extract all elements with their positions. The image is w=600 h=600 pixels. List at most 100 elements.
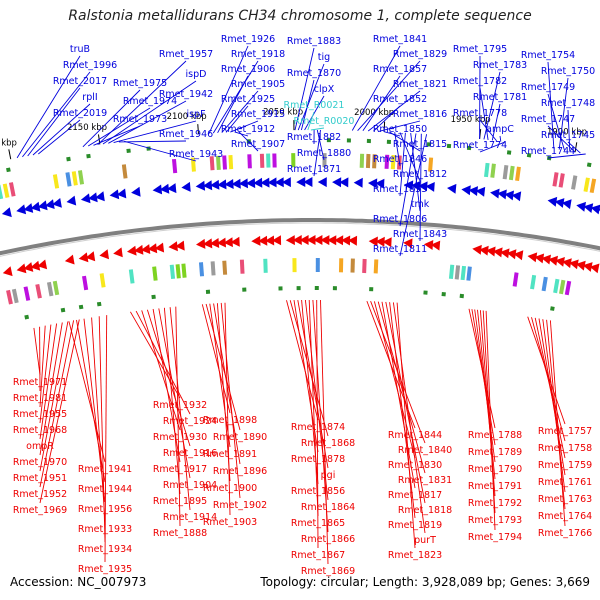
forward-leader-line (22, 71, 91, 158)
reverse-gene-arrow (133, 244, 144, 255)
feature-marker (346, 138, 351, 143)
reverse-gene-arrow (548, 255, 558, 266)
forward-gene-label: Rmet_1852 (373, 94, 427, 105)
reverse-leader-line (39, 320, 75, 488)
forward-leader-line (304, 95, 325, 131)
cog-category-bar (263, 258, 268, 273)
cog-category-bar (571, 175, 578, 190)
reverse-gene-label: Rmet_1766 (538, 528, 592, 539)
reverse-gene-label: Rmet_1891 (203, 449, 257, 460)
forward-gene-arrow (561, 199, 572, 210)
reverse-gene-label: Rmet_1904 (163, 480, 217, 491)
reverse-gene-arrow (37, 259, 48, 270)
reverse-leader-line (135, 310, 191, 415)
cog-category-bar (209, 156, 215, 171)
forward-gene-label: Rmet_1778 (453, 108, 507, 119)
scale-tick-label: 2000 kbp (354, 108, 394, 118)
reverse-gene-arrow (479, 245, 489, 256)
reverse-gene-arrow (555, 257, 565, 267)
cog-category-bar (65, 172, 72, 187)
reverse-gene-arrow (334, 235, 344, 246)
forward-gene-arrow (23, 203, 34, 213)
reverse-gene-arrow (16, 263, 27, 274)
forward-leader-line (399, 134, 428, 257)
forward-gene-arrow (267, 177, 277, 188)
forward-leader-line (230, 120, 259, 133)
reverse-gene-arrow (499, 248, 510, 259)
reverse-gene-arrow (140, 244, 151, 254)
forward-leader-line (357, 60, 421, 132)
reverse-gene-label: Rmet_1981 (13, 393, 67, 404)
forward-gene-label: Rmet_1774 (453, 140, 507, 151)
scale-tick-label: 2200 kbp (0, 139, 17, 149)
forward-leader-line (93, 125, 141, 146)
reverse-leader-line (396, 302, 416, 549)
forward-gene-label: Rmet_1811 (373, 244, 427, 255)
reverse-gene-arrow (216, 237, 226, 248)
reverse-gene-arrow (127, 245, 137, 256)
forward-leader-line (419, 133, 422, 242)
reverse-leader-line (377, 301, 426, 474)
forward-leader-line (373, 105, 401, 132)
reverse-leader-line (289, 300, 329, 437)
forward-gene-label: Rmet_1782 (453, 76, 507, 87)
cog-category-bar (272, 153, 277, 168)
forward-leader-line (410, 133, 421, 212)
forward-gene-arrow (317, 177, 327, 188)
reverse-gene-arrow (175, 240, 185, 251)
forward-gene-label: Rmet_1907 (231, 139, 285, 150)
cog-category-bar (215, 155, 221, 171)
cog-category-bar (52, 280, 60, 296)
forward-gene-arrow (202, 180, 213, 191)
reverse-gene-label: Rmet_1818 (398, 505, 452, 516)
cog-category-bar (583, 177, 590, 192)
reverse-gene-arrow (382, 237, 392, 248)
forward-gene-label: Rmet_1943 (169, 149, 223, 160)
forward-gene-arrow (260, 177, 270, 188)
forward-gene-arrow (339, 177, 349, 188)
reverse-gene-arrow (23, 262, 34, 272)
forward-gene-arrow (159, 183, 170, 194)
cog-category-bar (171, 158, 178, 174)
reverse-gene-label: Rmet_1830 (388, 460, 442, 471)
forward-gene-label: Rmet_1918 (231, 49, 285, 60)
forward-gene-label: Rmet_1850 (373, 124, 427, 135)
forward-gene-arrow (167, 183, 177, 194)
reverse-gene-arrow (230, 236, 240, 247)
reverse-leader-line (39, 323, 58, 440)
forward-leader-line (362, 75, 401, 132)
cog-category-bar (589, 178, 597, 194)
reverse-gene-label: Rmet_1902 (213, 500, 267, 511)
reverse-gene-label: Rmet_1930 (153, 432, 207, 443)
cog-category-bar (2, 183, 10, 198)
reverse-gene-arrow (299, 235, 309, 245)
cog-category-bar (175, 264, 181, 279)
forward-gene-label: Rmet_1871 (287, 164, 341, 175)
reverse-leader-line (381, 301, 416, 489)
reverse-gene-arrow (582, 262, 593, 272)
reverse-gene-label: Rmet_1952 (13, 489, 67, 500)
reverse-leader-line (538, 318, 566, 476)
cog-category-bar (553, 278, 560, 294)
cog-category-bar (71, 171, 78, 186)
feature-marker (278, 286, 283, 291)
reverse-gene-arrow (251, 235, 261, 246)
cog-category-bar (448, 264, 455, 279)
cog-category-bar (541, 276, 548, 292)
cog-category-bar (121, 164, 128, 179)
cog-category-bar (82, 275, 89, 291)
map-title: Ralstonia metallidurans CH34 chromosome … (68, 8, 532, 24)
cog-category-bar (508, 165, 515, 181)
forward-gene-label: Rmet_1795 (453, 44, 507, 55)
reverse-gene-arrow (313, 235, 323, 245)
reverse-leader-line (146, 309, 191, 447)
chromosome-backbone (0, 218, 600, 256)
cog-category-bar (52, 174, 60, 189)
forward-gene-label: Rmet_2017 (53, 76, 107, 87)
forward-gene-label: Rmet_R0020 (294, 116, 355, 127)
forward-gene-arrow (425, 182, 435, 192)
forward-gene-label: Rmet_1915 (231, 109, 285, 120)
reverse-gene-label: Rmet_1951 (13, 473, 67, 484)
